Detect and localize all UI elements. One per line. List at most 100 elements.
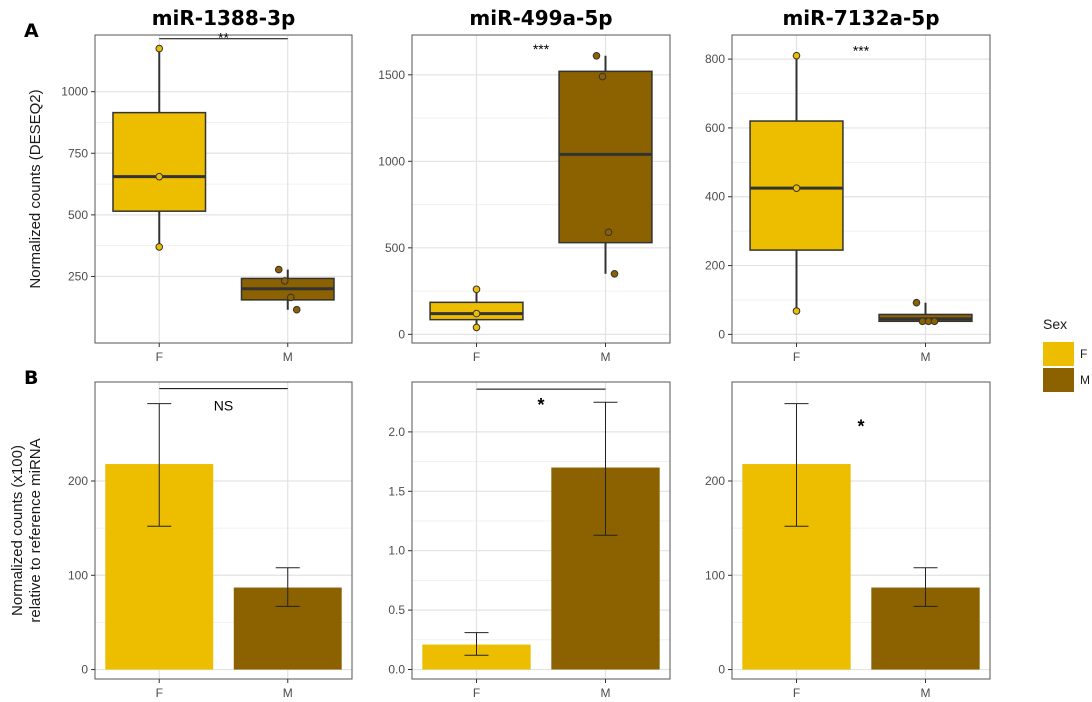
x-tick-label: F <box>473 686 480 700</box>
y-tick-label: 0 <box>398 327 405 341</box>
y-tick-label: 1000 <box>378 154 405 168</box>
bar-F <box>422 632 531 670</box>
y-tick-label: 1500 <box>378 68 405 82</box>
y-tick-label: 800 <box>705 52 725 66</box>
panel-4: 0 100 200 F M Normalized counts (x100) relativ… <box>9 381 353 700</box>
data-point <box>472 323 481 332</box>
data-point <box>472 309 481 318</box>
chart-title: miR-1388-3p <box>152 6 296 30</box>
data-point <box>792 307 801 315</box>
y-tick-label: 2.0 <box>388 425 405 439</box>
legend-label-m: M <box>1080 373 1090 387</box>
bar-F <box>105 403 214 670</box>
y-tick-label: 1.0 <box>388 544 405 558</box>
data-point <box>592 51 601 60</box>
data-point <box>155 172 164 181</box>
data-point <box>792 51 801 60</box>
data-point <box>912 298 921 307</box>
data-point <box>792 184 801 192</box>
bar-F <box>742 403 851 670</box>
y-tick-label: 750 <box>68 146 88 160</box>
box-F <box>749 51 844 315</box>
y-tick-label: 200 <box>68 474 88 488</box>
box-body <box>558 70 653 244</box>
x-tick-label: F <box>156 686 163 700</box>
y-tick-label: 1000 <box>61 85 88 99</box>
legend-swatch-m <box>1043 368 1074 392</box>
y-tick-label: 100 <box>68 568 88 582</box>
significance-label: ** <box>218 30 229 46</box>
x-tick-label: M <box>921 350 931 364</box>
x-tick-label: F <box>473 350 480 364</box>
panel-border <box>411 381 671 680</box>
panel-label-a: A <box>24 20 39 42</box>
panel-6: 0 100 200 F M * <box>705 381 991 700</box>
data-point <box>280 277 289 285</box>
significance-label: *** <box>853 43 870 59</box>
x-tick-label: F <box>793 686 800 700</box>
y-tick-label: 600 <box>705 121 725 135</box>
x-tick-label: F <box>156 350 163 364</box>
y-axis-label-line-2: relative to reference miRNA <box>27 438 44 622</box>
panel-label-b: B <box>24 367 38 389</box>
box-F <box>112 44 207 251</box>
data-point <box>472 285 481 294</box>
panel-5: 0.0 0.5 1.0 1.5 2.0 F M * <box>388 381 671 700</box>
legend-title: Sex <box>1043 316 1067 332</box>
x-tick-label: M <box>601 686 611 700</box>
chart-title: miR-499a-5p <box>469 6 612 30</box>
data-point <box>155 243 164 251</box>
legend-label-f: F <box>1080 347 1087 361</box>
bar-M <box>871 567 980 670</box>
y-tick-label: 200 <box>705 259 725 273</box>
panel-border <box>731 34 991 344</box>
box-M <box>240 265 335 314</box>
data-point <box>930 317 939 326</box>
data-point <box>610 269 619 278</box>
y-tick-label: 250 <box>68 269 88 283</box>
y-tick-label: 1.5 <box>388 484 405 498</box>
legend: Sex F M <box>1043 316 1090 392</box>
y-tick-label: 0.0 <box>388 662 405 676</box>
panel-border <box>411 34 671 344</box>
y-tick-label: 100 <box>705 568 725 582</box>
significance-label: * <box>537 395 544 415</box>
x-tick-label: M <box>601 350 611 364</box>
data-point <box>292 305 301 314</box>
significance-label: NS <box>214 398 233 414</box>
y-tick-label: 400 <box>705 190 725 204</box>
y-tick-label: 0 <box>718 663 725 677</box>
panel-border <box>731 381 991 680</box>
y-tick-label: 0 <box>718 327 725 341</box>
box-M <box>558 51 653 278</box>
significance-label: * <box>857 416 864 436</box>
data-point <box>604 228 613 237</box>
x-tick-label: M <box>283 350 293 364</box>
y-tick-label: 500 <box>385 241 405 255</box>
panel-border <box>94 381 353 680</box>
x-tick-label: M <box>921 686 931 700</box>
y-tick-label: 0.5 <box>388 603 405 617</box>
y-axis-label: Normalized counts (DESEQ2) <box>27 89 44 288</box>
y-tick-label: 0 <box>81 663 88 677</box>
box-F <box>429 285 524 332</box>
panel-border <box>94 34 353 344</box>
data-point <box>598 72 607 81</box>
bar-M <box>233 567 342 670</box>
legend-swatch-f <box>1043 342 1074 366</box>
bar-M <box>551 401 660 670</box>
box-body <box>112 111 207 212</box>
y-tick-label: 200 <box>705 474 725 488</box>
significance-label: *** <box>533 41 550 57</box>
data-point <box>286 293 295 302</box>
x-tick-label: M <box>283 686 293 700</box>
box-M <box>878 298 973 326</box>
y-tick-label: 500 <box>68 208 88 222</box>
chart-title: miR-7132a-5p <box>782 6 939 30</box>
x-tick-label: F <box>793 350 800 364</box>
